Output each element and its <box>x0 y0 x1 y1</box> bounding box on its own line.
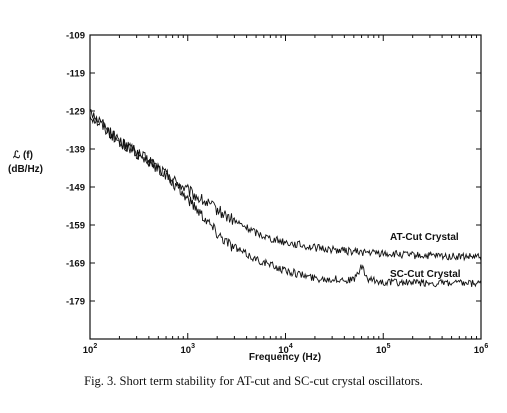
figure-caption: Fig. 3. Short term stability for AT-cut … <box>84 374 423 388</box>
series-line-sc-cut <box>89 109 482 288</box>
series-label-sc-cut: SC-Cut Crystal <box>390 269 461 280</box>
y-tick-label: -149 <box>66 183 85 194</box>
y-tick-label: -159 <box>66 221 85 232</box>
plot-frame <box>89 34 482 340</box>
y-axis-unit: (dB/Hz) <box>8 164 43 175</box>
x-tick-label: 104 <box>278 343 293 356</box>
x-tick-label: 105 <box>376 343 391 356</box>
y-tick-label: -109 <box>66 31 85 42</box>
x-tick-label: 103 <box>181 343 196 356</box>
y-tick-label: -139 <box>66 145 85 156</box>
y-tick-label: -119 <box>67 69 86 80</box>
x-tick-label: 102 <box>83 343 98 356</box>
series-layer <box>89 109 482 288</box>
y-tick-label: -129 <box>66 107 85 118</box>
y-tick-label: -179 <box>66 297 85 308</box>
x-axis-ticks: 102 103 104 105 106 <box>83 35 489 356</box>
series-label-at-cut: AT-Cut Crystal <box>390 232 459 243</box>
series-line-at-cut <box>89 115 482 262</box>
x-tick-label: 106 <box>474 343 489 356</box>
y-tick-label: -169 <box>66 259 85 270</box>
y-axis-symbol: ℒ (f) <box>13 150 33 161</box>
y-axis-ticks: -109 -119 -129 -139 -149 -159 -169 -179 <box>66 31 481 308</box>
x-axis-title: Frequency (Hz) <box>249 352 321 363</box>
